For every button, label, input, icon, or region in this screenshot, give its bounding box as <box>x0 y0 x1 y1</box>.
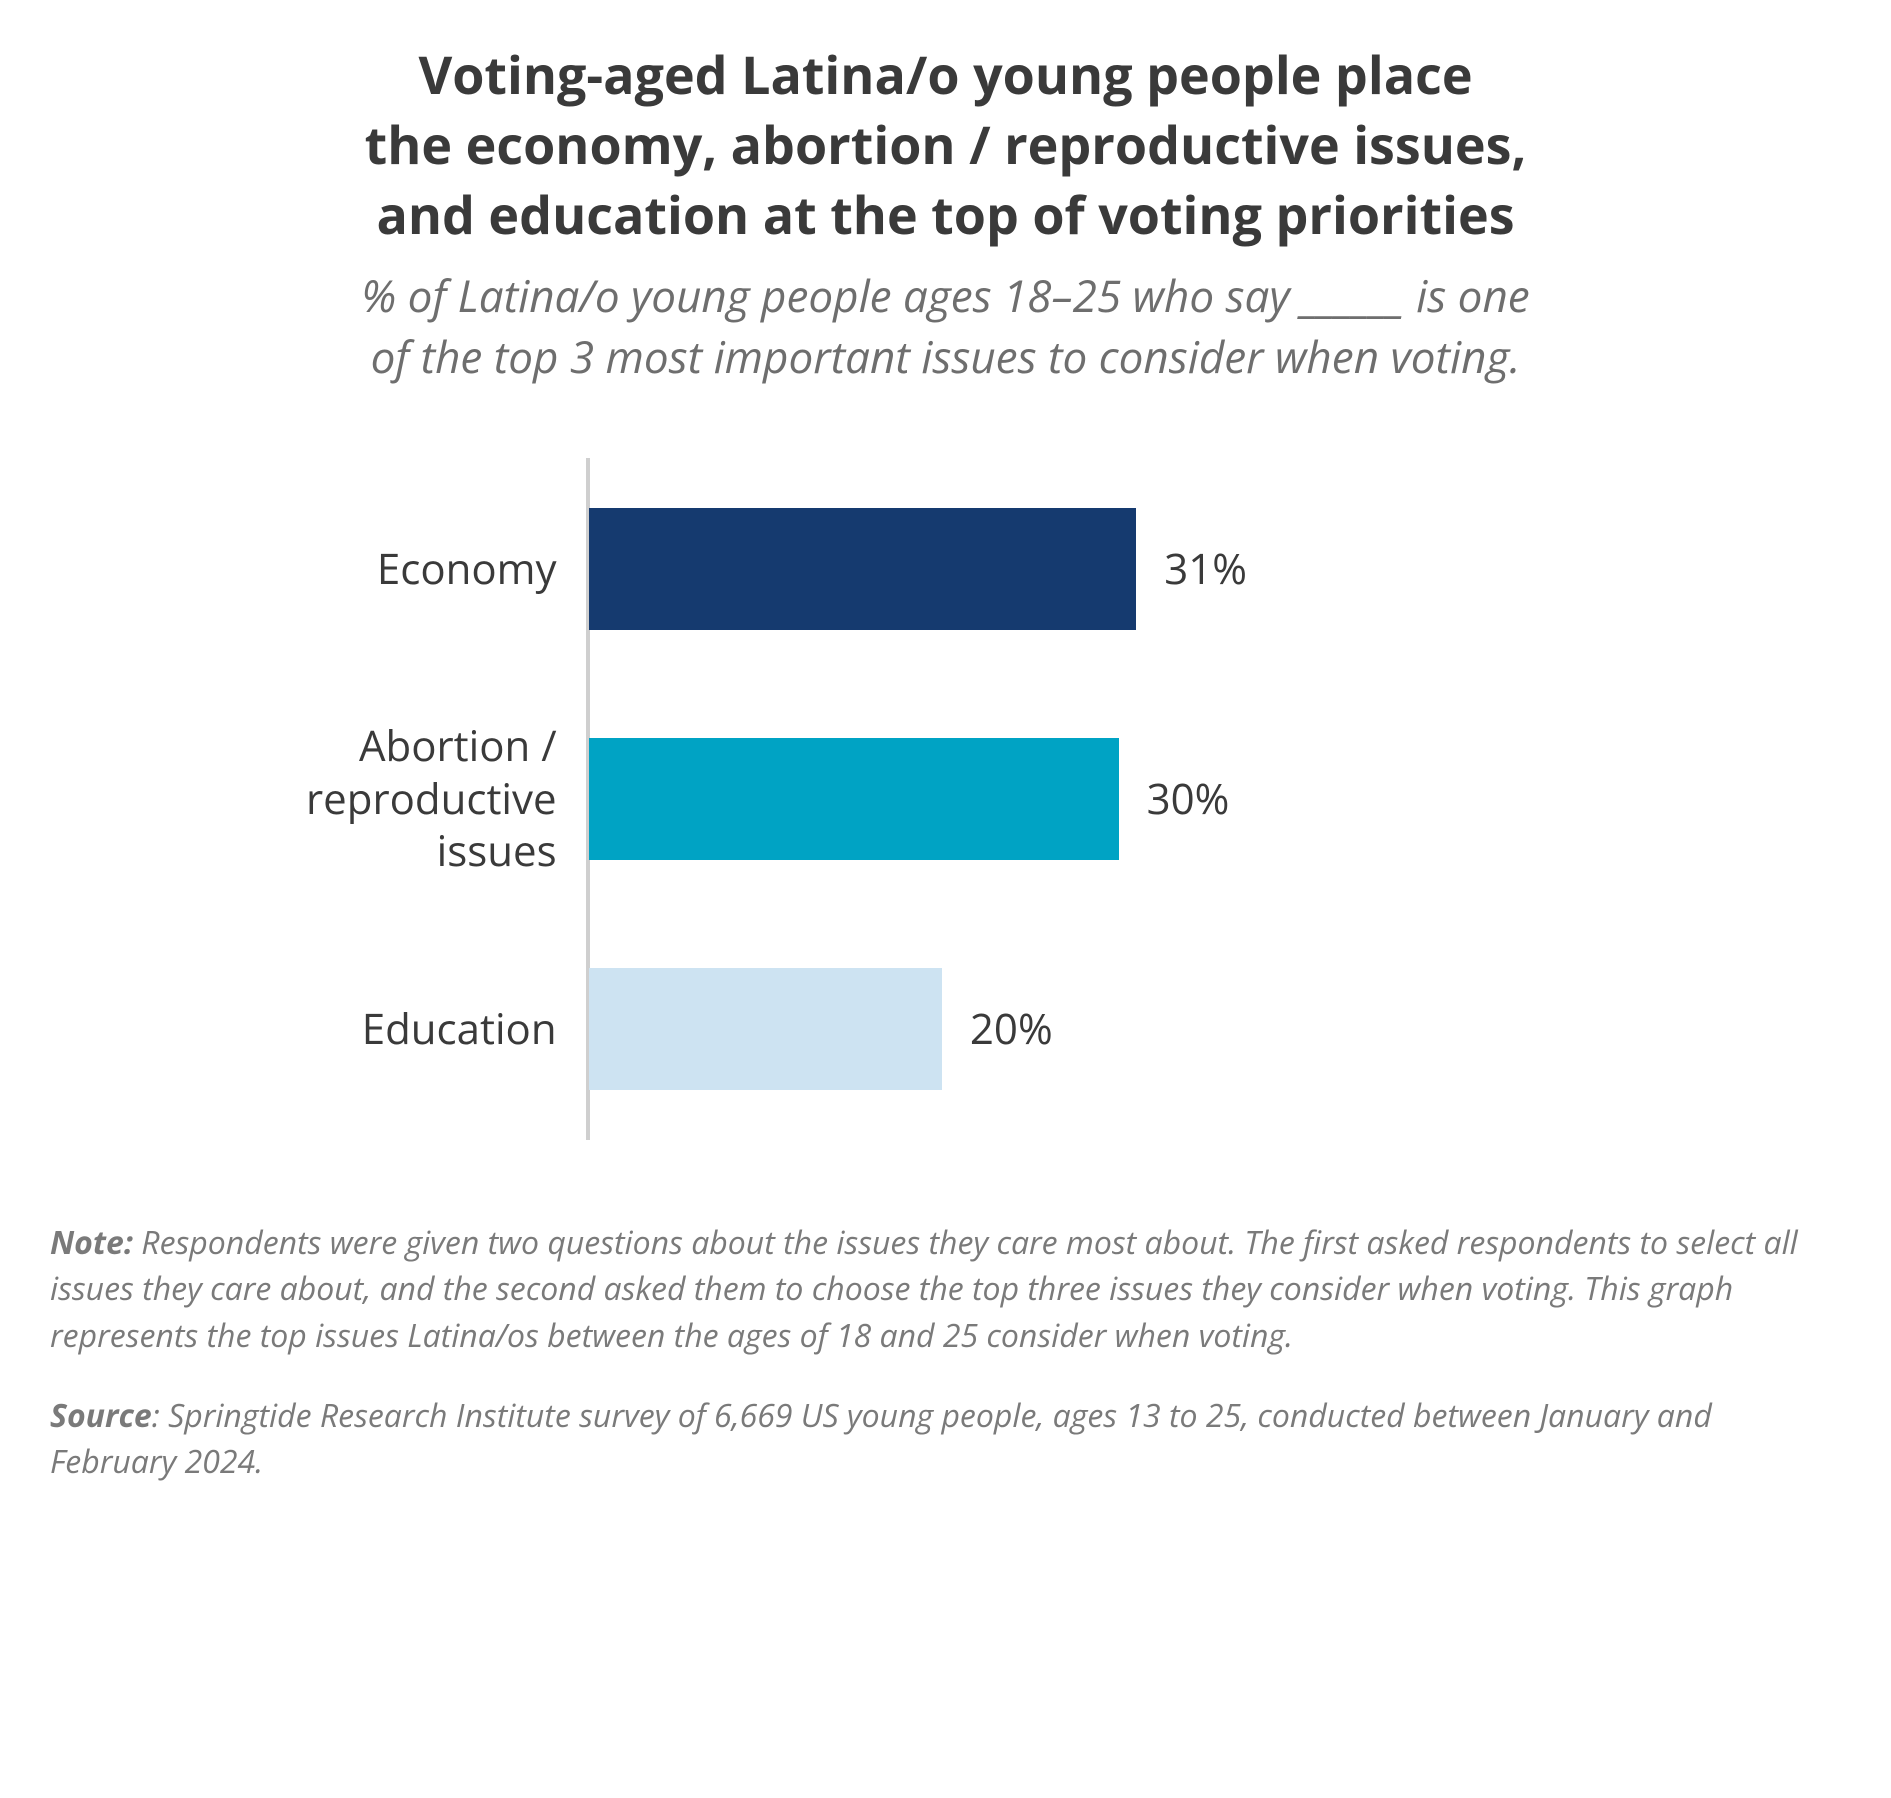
bar-label: Education <box>246 1003 585 1056</box>
source-lead: Source <box>50 1394 152 1437</box>
bar-value: 30% <box>1119 770 1230 827</box>
bar-track: 31% <box>589 508 1646 630</box>
bar-row: Education 20% <box>246 968 1646 1090</box>
bar-label: Abortion /reproductiveissues <box>246 720 585 878</box>
subtitle-line-1: % of Latina/o young people ages 18–25 wh… <box>361 265 1529 325</box>
note-body: Respondents were given two questions abo… <box>50 1221 1798 1357</box>
title-line-2: the economy, abortion / reproductive iss… <box>365 109 1527 180</box>
chart-container: Voting-aged Latina/o young people place … <box>50 40 1841 1486</box>
bar-value: 20% <box>942 1000 1053 1057</box>
bar-value: 31% <box>1136 540 1247 597</box>
bar-row: Economy 31% <box>246 508 1646 630</box>
bar-row: Abortion /reproductiveissues30% <box>246 738 1646 860</box>
source-text: Source: Springtide Research Institute su… <box>50 1393 1841 1486</box>
bars-group: Economy31%Abortion /reproductiveissues30… <box>246 458 1646 1090</box>
note-text: Note: Respondents were given two questio… <box>50 1220 1841 1359</box>
chart-title: Voting-aged Latina/o young people place … <box>50 40 1841 251</box>
bar <box>589 968 942 1090</box>
source-body: : Springtide Research Institute survey o… <box>50 1394 1712 1483</box>
bar <box>589 738 1119 860</box>
bar-label: Economy <box>246 543 585 596</box>
bar-track: 30% <box>589 738 1646 860</box>
bar-track: 20% <box>589 968 1646 1090</box>
title-line-3: and education at the top of voting prior… <box>376 179 1514 250</box>
chart-area: Economy31%Abortion /reproductiveissues30… <box>246 458 1646 1140</box>
subtitle-line-2: of the top 3 most important issues to co… <box>371 326 1521 386</box>
note-lead: Note: <box>50 1221 133 1264</box>
chart-subtitle: % of Latina/o young people ages 18–25 wh… <box>50 265 1841 388</box>
bar <box>589 508 1137 630</box>
title-line-1: Voting-aged Latina/o young people place <box>418 39 1472 110</box>
